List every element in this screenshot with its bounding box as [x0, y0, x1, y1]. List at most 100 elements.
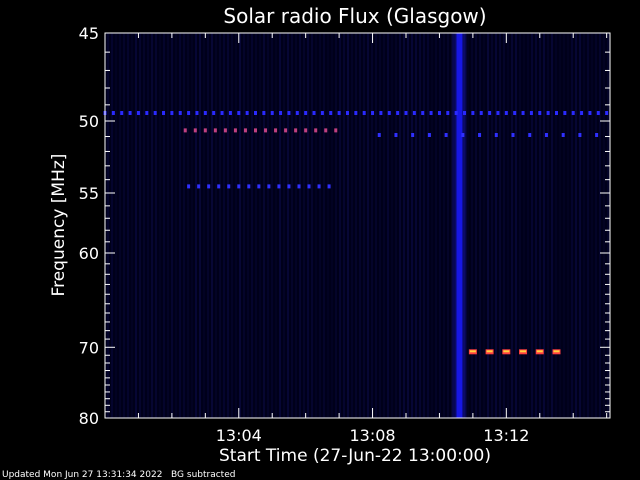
texture-streak [163, 33, 165, 418]
texture-streak [539, 33, 541, 418]
texture-streak [411, 33, 413, 418]
texture-streak [155, 33, 157, 418]
band-0-dot [162, 111, 166, 115]
texture-streak [467, 33, 469, 418]
texture-streak [107, 33, 109, 418]
band-0-dot [404, 111, 408, 115]
texture-streak [307, 33, 309, 418]
texture-streak [211, 33, 213, 418]
band-2-dot [544, 133, 548, 138]
band-0-dot [463, 111, 467, 115]
texture-streak [391, 33, 393, 418]
band-2-dot [394, 133, 398, 138]
texture-streak [267, 33, 269, 418]
band-3-dot [197, 184, 201, 189]
texture-streak [563, 33, 565, 418]
band-3-dot [297, 184, 301, 189]
texture-streak [383, 33, 385, 418]
band-0-dot [538, 111, 542, 115]
texture-streak [579, 33, 581, 418]
texture-streak [147, 33, 149, 418]
band-0-dot [563, 111, 567, 115]
band-1-dot [264, 128, 268, 133]
band-0-dot [504, 111, 508, 115]
band-0-dot [588, 111, 592, 115]
texture-streak [595, 33, 597, 418]
band-0-dot [412, 111, 416, 115]
footer-note: BG subtracted [171, 470, 236, 480]
band-0-dot [354, 111, 358, 115]
texture-streak [431, 33, 433, 418]
texture-streak [223, 33, 225, 418]
texture-streak [327, 33, 329, 418]
texture-streak [571, 33, 573, 418]
y-axis-label: Frequency [MHz] [49, 154, 69, 297]
texture-streak [555, 33, 557, 418]
texture-streak [387, 33, 389, 418]
band-3-dot [247, 184, 251, 189]
band-0-dot [279, 111, 283, 115]
texture-streak [491, 33, 493, 418]
texture-streak [403, 33, 405, 418]
band-3-dot [277, 184, 281, 189]
texture-streak [127, 33, 129, 418]
texture-streak [407, 33, 409, 418]
band-0-dot [337, 111, 341, 115]
texture-streak [395, 33, 397, 418]
texture-streak [483, 33, 485, 418]
band-3-dot [257, 184, 261, 189]
texture-streak [543, 33, 545, 418]
band-1-dot [304, 128, 308, 133]
texture-streak [427, 33, 429, 418]
texture-streak [599, 33, 601, 418]
texture-streak [367, 33, 369, 418]
texture-streak [399, 33, 401, 418]
band-0-dot [304, 111, 308, 115]
band-0-dot [521, 111, 525, 115]
band-0-dot [262, 111, 266, 115]
band-1-dot [274, 128, 278, 133]
texture-streak [131, 33, 133, 418]
texture-streak [167, 33, 169, 418]
texture-streak [495, 33, 497, 418]
texture-streak [447, 33, 449, 418]
texture-streak [187, 33, 189, 418]
texture-streak [559, 33, 561, 418]
texture-streak [575, 33, 577, 418]
hot-band-core [503, 350, 510, 353]
band-0-dot [596, 111, 600, 115]
texture-streak [115, 33, 117, 418]
texture-streak [435, 33, 437, 418]
y-tick-label: 50 [79, 112, 99, 131]
texture-streak [171, 33, 173, 418]
band-2-dot [444, 133, 448, 138]
band-1-dot [183, 128, 187, 133]
texture-streak [547, 33, 549, 418]
band-0-dot [320, 111, 324, 115]
texture-streak [527, 33, 529, 418]
band-3-dot [187, 184, 191, 189]
band-1-dot [223, 128, 227, 133]
texture-streak [551, 33, 553, 418]
texture-streak [179, 33, 181, 418]
texture-streak [603, 33, 605, 418]
texture-streak [343, 33, 345, 418]
texture-streak [503, 33, 505, 418]
y-tick-label: 80 [79, 409, 99, 428]
texture-streak [139, 33, 141, 418]
band-3-dot [217, 184, 221, 189]
texture-streak [347, 33, 349, 418]
band-0-dot [605, 111, 609, 115]
texture-streak [531, 33, 533, 418]
texture-streak [111, 33, 113, 418]
texture-streak [487, 33, 489, 418]
band-3-dot [267, 184, 271, 189]
plot-area: 13:04 13:08 13:12 45 50 55 60 70 80 [79, 24, 611, 445]
band-0-dot [454, 111, 458, 115]
band-3-dot [327, 184, 331, 189]
texture-streak [351, 33, 353, 418]
band-2-dot [461, 133, 465, 138]
texture-streak [119, 33, 121, 418]
band-0-dot [145, 111, 149, 115]
chart-title: Solar radio Flux (Glasgow) [223, 4, 486, 28]
